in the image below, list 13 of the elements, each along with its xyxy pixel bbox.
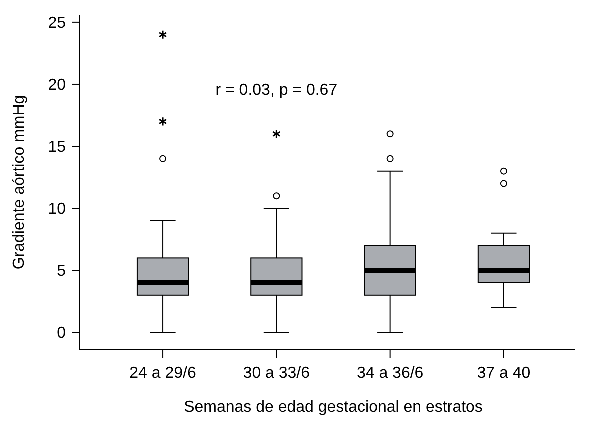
- x-tick-label: 34 a 36/6: [356, 365, 424, 382]
- x-tick-label: 24 a 29/6: [130, 365, 196, 382]
- x-tick-label: 37 a 40: [477, 365, 531, 382]
- x-axis-title: Semanas de edad gestacional en estratos: [184, 399, 483, 416]
- y-tick-label: 10: [48, 201, 66, 218]
- x-tick-label: 30 a 33/6: [243, 365, 310, 382]
- y-tick-label: 25: [48, 15, 66, 32]
- y-tick-label: 15: [48, 139, 66, 156]
- y-tick-label: 20: [48, 77, 66, 94]
- y-tick-label: 0: [57, 325, 66, 342]
- y-tick-label: 5: [57, 263, 66, 280]
- annotation: r = 0.03, p = 0.67: [216, 82, 338, 99]
- y-axis-title: Gradiente aórtico mmHg: [11, 95, 28, 270]
